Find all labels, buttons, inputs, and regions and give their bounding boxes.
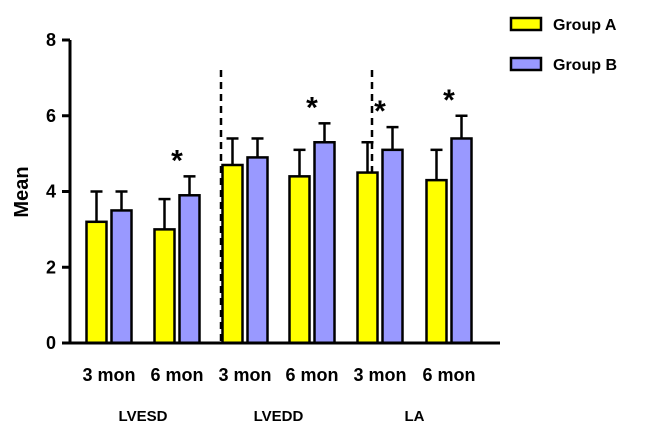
bars-layer [85, 137, 473, 345]
bar-group-a [221, 163, 244, 345]
y-tick-label: 8 [46, 30, 56, 50]
x-tick-label: 3 mon [82, 365, 135, 385]
legend-swatch [509, 56, 543, 72]
bar-group-b [178, 194, 201, 345]
group-label: LVESD [119, 408, 168, 425]
significance-star: * [171, 144, 183, 177]
x-tick-label: 6 mon [150, 365, 203, 385]
x-tick-label: 6 mon [422, 365, 475, 385]
significance-star: * [443, 84, 455, 117]
legend: Group A Group B [509, 16, 617, 74]
legend-label: Group A [553, 17, 617, 34]
bar-group-a [85, 220, 108, 345]
group-label: LA [405, 408, 425, 425]
x-tick-label: 6 mon [285, 365, 338, 385]
legend-swatch [509, 16, 543, 32]
y-tick-label: 6 [46, 106, 56, 126]
significance-markers: * * * * [171, 84, 455, 178]
x-tick-label: 3 mon [353, 365, 406, 385]
bar-group-b [450, 137, 473, 345]
bar-group-a [425, 178, 448, 345]
significance-star: * [374, 95, 386, 128]
bar-group-a [288, 175, 311, 345]
bar-group-b [381, 148, 404, 345]
legend-label: Group B [553, 57, 617, 74]
bar-group-a [153, 228, 176, 345]
y-tick-label: 0 [46, 333, 56, 353]
y-tick-label: 2 [46, 257, 56, 277]
y-axis-label: Mean [11, 166, 33, 217]
bar-group-b [246, 156, 269, 345]
bar-group-b [110, 209, 133, 345]
x-tick-label: 3 mon [218, 365, 271, 385]
bar-group-a [356, 171, 379, 345]
bar-group-b [313, 141, 336, 345]
error-bars-layer [90, 114, 468, 230]
group-labels: LVESD LVEDD LA [119, 408, 425, 425]
significance-star: * [306, 91, 318, 124]
x-axis: 3 mon 6 mon 3 mon 6 mon 3 mon 6 mon [70, 341, 500, 385]
y-axis: 0 2 4 6 8 [46, 30, 72, 353]
group-label: LVEDD [254, 408, 304, 425]
y-tick-label: 4 [46, 182, 56, 202]
